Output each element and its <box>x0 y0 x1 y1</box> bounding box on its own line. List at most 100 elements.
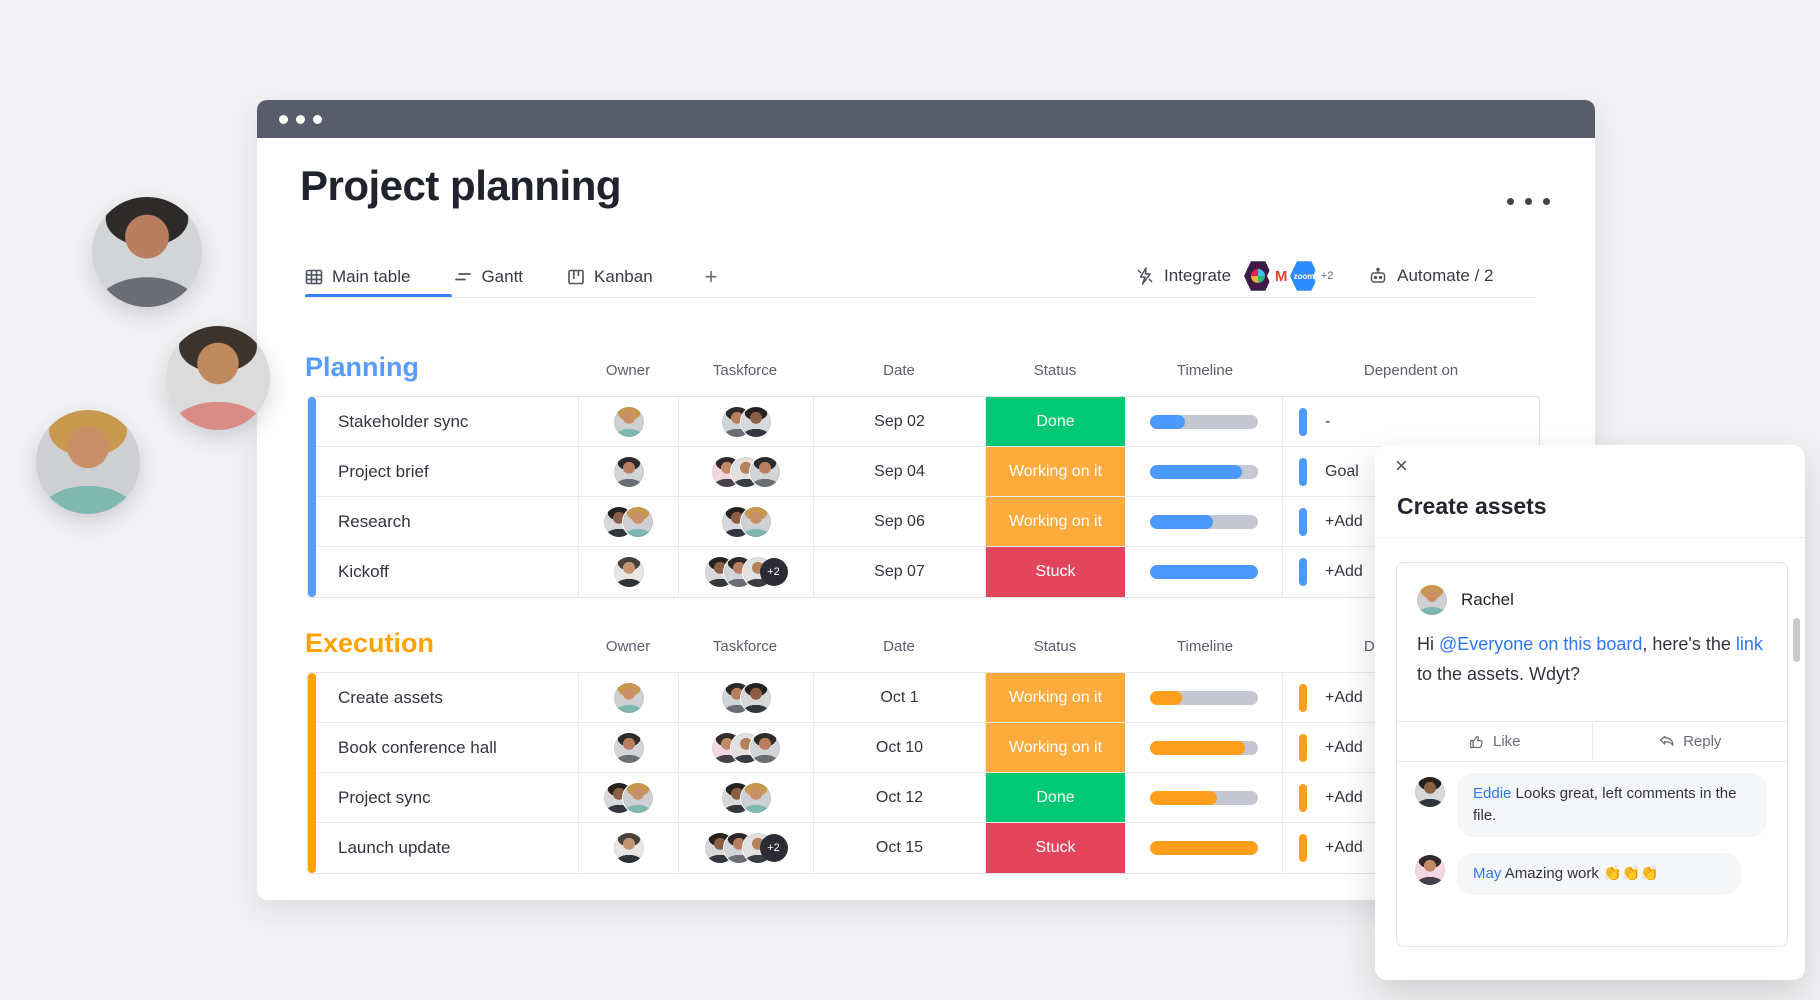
window-dot[interactable] <box>313 114 322 124</box>
taskforce-cell[interactable]: +2 <box>679 547 814 597</box>
avatar <box>740 782 771 813</box>
timeline-cell[interactable] <box>1126 397 1283 447</box>
column-header-taskforce: Taskforce <box>712 638 778 655</box>
board-menu-button[interactable] <box>1507 198 1550 205</box>
tab-label: Gantt <box>481 267 524 286</box>
comment-bubble: May Amazing work 👏👏👏 <box>1457 853 1741 895</box>
task-name[interactable]: Project sync <box>316 773 579 823</box>
window-dot[interactable] <box>279 114 288 124</box>
panel-divider <box>1375 537 1805 538</box>
owner-cell[interactable] <box>579 723 679 773</box>
dependent-cell[interactable]: - <box>1283 397 1533 447</box>
status-chip: Working on it <box>986 447 1125 496</box>
item-panel: × Create assets Rachel Hi @Everyone on t… <box>1375 445 1805 980</box>
status-cell[interactable]: Stuck <box>986 823 1126 873</box>
date-cell[interactable]: Oct 12 <box>814 773 986 823</box>
comment-text: Amazing work 👏👏👏 <box>1504 865 1660 882</box>
dependent-value: Goal <box>1325 462 1359 480</box>
group-title-planning[interactable]: Planning <box>305 352 419 382</box>
owner-cell[interactable] <box>579 673 679 723</box>
task-name[interactable]: Create assets <box>316 673 579 723</box>
window-dot[interactable] <box>296 114 305 124</box>
owner-cell[interactable] <box>579 497 679 547</box>
date-cell[interactable]: Oct 15 <box>814 823 986 873</box>
timeline-bar <box>1150 790 1217 805</box>
timeline-cell[interactable] <box>1126 447 1283 497</box>
taskforce-cell[interactable] <box>679 673 814 723</box>
timeline-cell[interactable] <box>1126 547 1283 597</box>
date-cell[interactable]: Sep 06 <box>814 497 986 547</box>
automate-label: Automate / 2 <box>1397 266 1494 285</box>
owner-cell[interactable] <box>579 773 679 823</box>
tab-kanban[interactable]: Kanban <box>567 267 653 287</box>
taskforce-cell[interactable] <box>679 397 814 447</box>
reply-arrow-icon <box>1659 735 1674 746</box>
column-header-timeline: Timeline <box>1176 638 1234 655</box>
close-icon[interactable]: × <box>1395 453 1408 478</box>
task-name[interactable]: Launch update <box>316 823 579 873</box>
taskforce-cell[interactable] <box>679 497 814 547</box>
tab-gantt[interactable]: Gantt <box>454 267 523 287</box>
task-name[interactable]: Book conference hall <box>316 723 579 773</box>
avatar <box>750 456 780 487</box>
column-header-date: Date <box>883 362 915 379</box>
task-name[interactable]: Kickoff <box>316 547 579 597</box>
asset-link[interactable]: link <box>1735 634 1763 654</box>
date-cell[interactable]: Oct 1 <box>814 673 986 723</box>
status-cell[interactable]: Working on it <box>986 497 1126 547</box>
integrate-button[interactable]: Integrate <box>1135 266 1231 286</box>
integrate-zap-icon <box>1137 267 1153 285</box>
status-chip: Working on it <box>986 723 1125 772</box>
avatar <box>740 506 771 537</box>
taskforce-cell[interactable]: +2 <box>679 823 814 873</box>
commenter-avatar <box>1415 855 1445 885</box>
reply-button[interactable]: Reply <box>1591 722 1788 761</box>
dependent-value: - <box>1325 412 1331 430</box>
group-title-execution[interactable]: Execution <box>305 628 435 658</box>
owner-cell[interactable] <box>579 547 679 597</box>
status-cell[interactable]: Done <box>986 773 1126 823</box>
commenter-name[interactable]: Eddie <box>1473 785 1512 802</box>
avatar <box>613 732 644 763</box>
commenter-name[interactable]: May <box>1473 865 1502 882</box>
tab-main-table[interactable]: Main table <box>305 267 410 287</box>
panel-scrollbar[interactable] <box>1793 618 1800 662</box>
timeline-cell[interactable] <box>1126 823 1283 873</box>
status-cell[interactable]: Done <box>986 397 1126 447</box>
owner-cell[interactable] <box>579 397 679 447</box>
status-cell[interactable]: Stuck <box>986 547 1126 597</box>
status-cell[interactable]: Working on it <box>986 673 1126 723</box>
taskforce-cell[interactable] <box>679 723 814 773</box>
timeline-cell[interactable] <box>1126 773 1283 823</box>
add-view-button[interactable]: + <box>704 264 718 289</box>
like-button[interactable]: Like <box>1397 722 1592 761</box>
date-cell[interactable]: Sep 04 <box>814 447 986 497</box>
status-cell[interactable]: Working on it <box>986 723 1126 773</box>
integration-icons[interactable]: M zoom +2 <box>1243 260 1342 292</box>
owner-cell[interactable] <box>579 447 679 497</box>
task-name[interactable]: Stakeholder sync <box>316 397 579 447</box>
taskforce-cell[interactable] <box>679 447 814 497</box>
task-name[interactable]: Research <box>316 497 579 547</box>
owner-cell[interactable] <box>579 823 679 873</box>
floating-avatar-2 <box>166 326 270 430</box>
date-cell[interactable]: Sep 02 <box>814 397 986 447</box>
date-cell[interactable]: Sep 07 <box>814 547 986 597</box>
timeline-bar <box>1150 414 1185 429</box>
timeline-cell[interactable] <box>1126 673 1283 723</box>
taskforce-cell[interactable] <box>679 773 814 823</box>
task-name[interactable]: Project brief <box>316 447 579 497</box>
column-header-dependent: Dependent on <box>1363 362 1459 379</box>
avatar <box>613 406 644 437</box>
timeline-cell[interactable] <box>1126 497 1283 547</box>
date-cell[interactable]: Oct 10 <box>814 723 986 773</box>
column-header-status: Status <box>1033 638 1077 655</box>
timeline-cell[interactable] <box>1126 723 1283 773</box>
group-color-bar <box>308 673 316 873</box>
status-chip: Done <box>986 397 1125 446</box>
automate-button[interactable]: Automate / 2 <box>1368 266 1494 286</box>
reply-label: Reply <box>1683 733 1722 750</box>
mention-link[interactable]: @Everyone on this board <box>1439 634 1643 654</box>
status-cell[interactable]: Working on it <box>986 447 1126 497</box>
